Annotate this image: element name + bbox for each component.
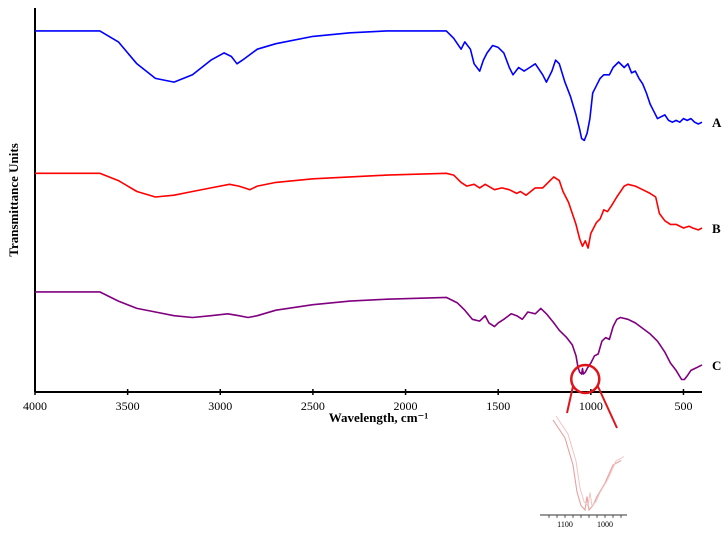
series-line-b [35,172,703,249]
inset-spectrum-line-secondary [555,415,625,508]
labels-layer: Wavelength, cm⁻¹ Transmittance Units A B C [6,115,722,425]
axes-layer: 4000 3500 3000 2500 2000 1500 1000 500 [23,8,702,413]
x-tick-label: 3000 [208,399,232,413]
x-tick-label: 2000 [394,399,418,413]
series-label-b: B [712,221,721,236]
x-tick-label: 2500 [301,399,325,413]
y-axis-title: Transmittance Units [6,143,21,257]
inset-layer: 1100 1000 [540,363,627,529]
x-tick-label: 4000 [23,399,47,413]
inset-tick-label: 1000 [597,520,613,529]
series-line-c [35,291,703,381]
x-tick-label: 1000 [579,399,603,413]
x-tick-label: 1500 [486,399,510,413]
series-line-a [35,30,703,142]
highlight-circle [570,363,601,395]
x-tick-label: 3500 [116,399,140,413]
series-label-a: A [712,115,722,130]
inset-tick-label: 1100 [557,520,573,529]
zoom-connector-left [566,384,575,414]
inset-spectrum-line [552,419,622,512]
series-label-c: C [712,358,721,373]
zoom-connector-right [596,384,618,429]
x-tick-label: 500 [674,399,692,413]
series-layer [35,30,703,381]
x-axis-title: Wavelength, cm⁻¹ [329,410,429,425]
